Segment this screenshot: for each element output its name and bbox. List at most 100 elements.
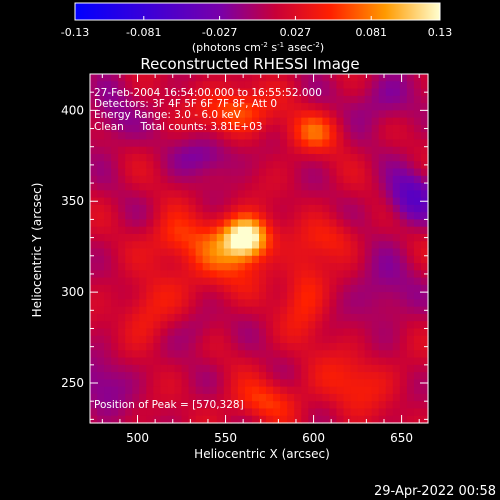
heatmap-cell (132, 168, 140, 177)
heatmap-cell (202, 110, 211, 119)
heatmap-cell (202, 204, 211, 213)
heatmap-cell (294, 88, 302, 97)
heatmap-cell (287, 393, 295, 402)
heatmap-cell (287, 350, 295, 359)
heatmap-cell (209, 379, 218, 388)
heatmap-cell (406, 190, 415, 199)
heatmap-cell (195, 233, 204, 242)
heatmap-cell (174, 393, 183, 402)
heatmap-cell (237, 357, 246, 366)
heatmap-cell (280, 277, 288, 286)
heatmap-cell (364, 241, 373, 250)
heatmap-cell (230, 204, 239, 213)
heatmap-cell (230, 124, 239, 133)
heatmap-cell (195, 292, 204, 300)
heatmap-cell (118, 335, 126, 344)
heatmap-cell (399, 81, 408, 90)
heatmap-cell (230, 226, 239, 235)
heatmap-cell (371, 74, 380, 82)
heatmap-cell (308, 393, 316, 402)
heatmap-cell (195, 204, 204, 213)
heatmap-cell (167, 328, 176, 337)
heatmap-cell (280, 183, 288, 191)
heatmap-cell (244, 175, 253, 184)
heatmap-cell (118, 197, 126, 206)
heatmap-cell (266, 212, 274, 221)
heatmap-cell (406, 299, 415, 308)
heatmap-cell (139, 328, 147, 337)
heatmap-cell (146, 364, 154, 373)
heatmap-cell (259, 255, 267, 264)
heatmap-cell (280, 219, 288, 228)
heatmap-cell (244, 88, 253, 97)
heatmap-cell (336, 393, 345, 402)
heatmap-cell (153, 401, 162, 410)
heatmap-cell (385, 393, 394, 402)
heatmap-cell (209, 219, 218, 228)
heatmap-cell (167, 219, 176, 228)
heatmap-cell (266, 204, 274, 213)
heatmap-cell (146, 263, 154, 271)
heatmap-cell (195, 306, 204, 315)
heatmap-cell (259, 153, 267, 162)
heatmap-cell (125, 103, 133, 111)
heatmap-cell (146, 110, 154, 119)
heatmap-cell (167, 364, 176, 373)
heatmap-cell (392, 357, 401, 366)
heatmap-cell (378, 313, 387, 322)
heatmap-cell (399, 328, 408, 337)
heatmap-cell (308, 81, 316, 90)
heatmap-cell (413, 335, 422, 344)
heatmap-cell (97, 110, 105, 119)
heatmap-cell (266, 292, 274, 300)
heatmap-cell (259, 313, 267, 322)
heatmap-cell (266, 74, 274, 82)
heatmap-cell (329, 306, 338, 315)
heatmap-cell (371, 328, 380, 337)
heatmap-cell (167, 292, 176, 300)
heatmap-cell (322, 284, 331, 293)
heatmap-cell (244, 313, 253, 322)
heatmap-cell (371, 364, 380, 373)
heatmap-cell (343, 277, 352, 286)
heatmap-cell (259, 263, 267, 271)
heatmap-cell (146, 335, 154, 344)
heatmap-cell (244, 161, 253, 170)
heatmap-cell (308, 328, 316, 337)
heatmap-cell (251, 364, 260, 373)
heatmap-cell (308, 197, 316, 206)
heatmap-cell (287, 277, 295, 286)
heatmap-cell (371, 190, 380, 199)
heatmap-cell (146, 183, 154, 191)
heatmap-cell (287, 212, 295, 221)
heatmap-cell (371, 408, 380, 417)
heatmap-cell (230, 328, 239, 337)
heatmap-cell (104, 103, 112, 111)
heatmap-cell (413, 408, 422, 417)
heatmap-cell (209, 299, 218, 308)
heatmap-cell (195, 110, 204, 119)
heatmap-cell (364, 168, 373, 177)
heatmap-cell (308, 226, 316, 235)
heatmap-cell (266, 146, 274, 155)
heatmap-cell (364, 204, 373, 213)
heatmap-cell (104, 321, 112, 330)
heatmap-cell (223, 139, 232, 148)
heatmap-cell (104, 415, 112, 424)
heatmap-cell (322, 328, 331, 337)
heatmap-cell (174, 146, 183, 155)
heatmap-cell (413, 204, 422, 213)
heatmap-cell (125, 212, 133, 221)
heatmap-cell (160, 233, 169, 242)
heatmap-cell (364, 161, 373, 170)
heatmap-cell (174, 95, 183, 104)
heatmap-cell (287, 146, 295, 155)
heatmap-cell (336, 313, 345, 322)
heatmap-cell (125, 255, 133, 264)
heatmap-cell (364, 81, 373, 90)
heatmap-cell (118, 168, 126, 177)
y-tick-label: 400 (61, 103, 84, 117)
heatmap-cell (195, 328, 204, 337)
heatmap-cell (209, 401, 218, 410)
heatmap-cell (188, 204, 197, 213)
